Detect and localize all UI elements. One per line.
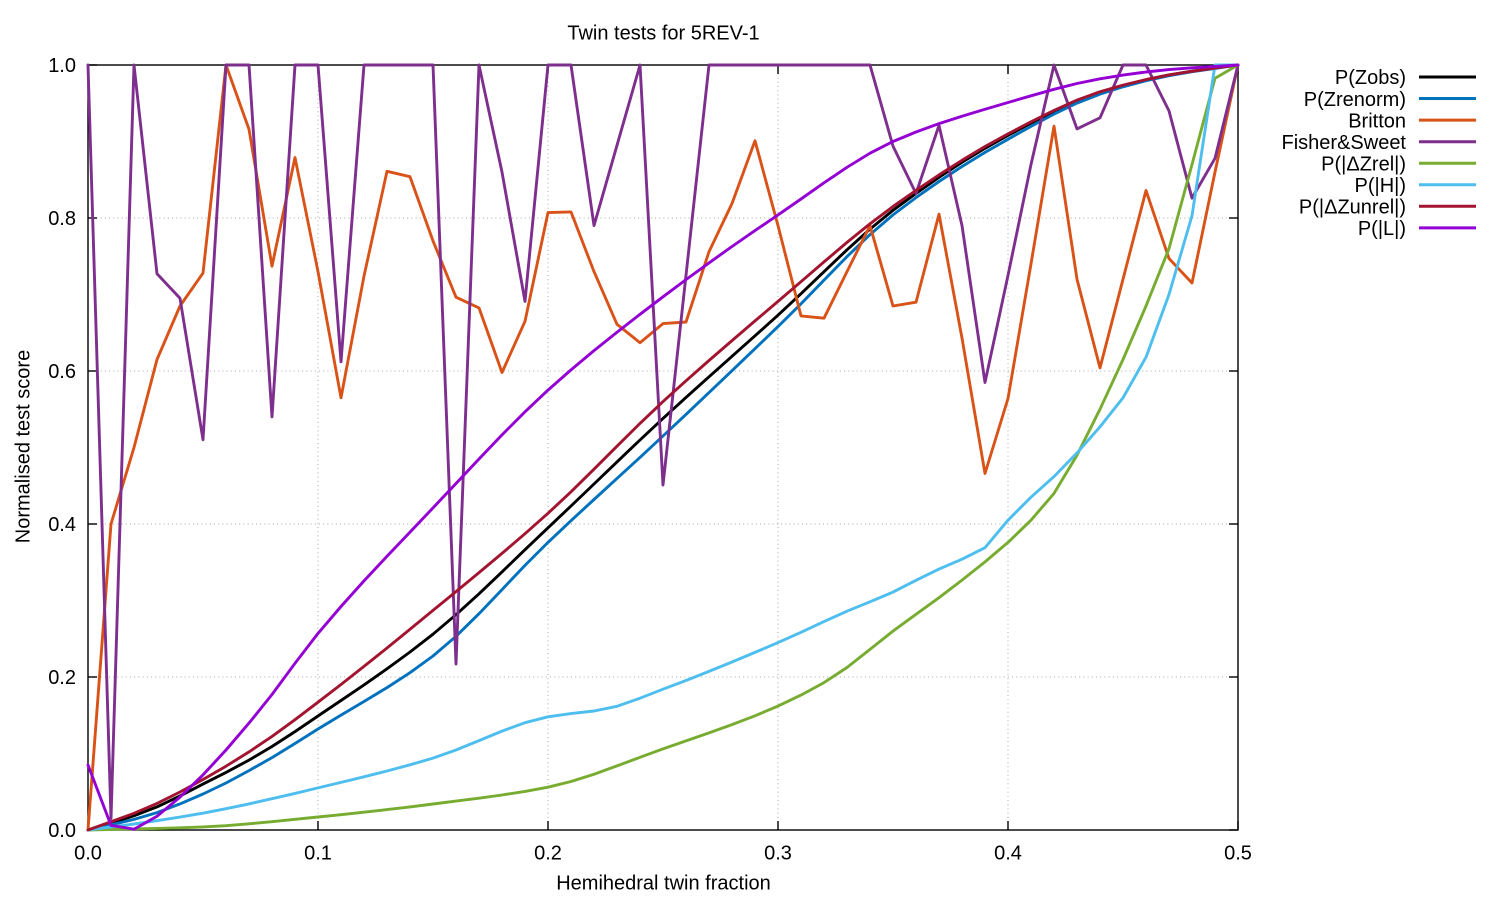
svg-text:0.4: 0.4 <box>994 843 1022 865</box>
svg-text:0.4: 0.4 <box>48 514 76 536</box>
svg-text:P(Zrenorm): P(Zrenorm) <box>1304 89 1406 111</box>
svg-text:0.8: 0.8 <box>48 208 76 230</box>
svg-text:0.2: 0.2 <box>534 843 562 865</box>
svg-text:P(|ΔZrel|): P(|ΔZrel|) <box>1321 153 1406 175</box>
svg-text:0.2: 0.2 <box>48 667 76 689</box>
svg-text:Normalised test score: Normalised test score <box>13 350 35 543</box>
svg-text:Fisher&Sweet: Fisher&Sweet <box>1282 132 1407 154</box>
svg-text:P(|H|): P(|H|) <box>1355 175 1407 197</box>
svg-text:0.1: 0.1 <box>304 843 332 865</box>
svg-text:0.6: 0.6 <box>48 361 76 383</box>
svg-text:P(|ΔZunrel|): P(|ΔZunrel|) <box>1299 197 1406 219</box>
svg-text:Twin tests for 5REV-1: Twin tests for 5REV-1 <box>567 23 759 45</box>
svg-text:0.0: 0.0 <box>74 843 102 865</box>
svg-text:P(Zobs): P(Zobs) <box>1335 67 1406 89</box>
svg-text:0.5: 0.5 <box>1224 843 1252 865</box>
svg-text:Hemihedral twin fraction: Hemihedral twin fraction <box>556 873 771 895</box>
svg-text:0.0: 0.0 <box>48 820 76 842</box>
svg-text:P(|L|): P(|L|) <box>1358 218 1406 240</box>
svg-text:Britton: Britton <box>1348 110 1406 132</box>
svg-text:1.0: 1.0 <box>48 55 76 77</box>
svg-text:0.3: 0.3 <box>764 843 792 865</box>
